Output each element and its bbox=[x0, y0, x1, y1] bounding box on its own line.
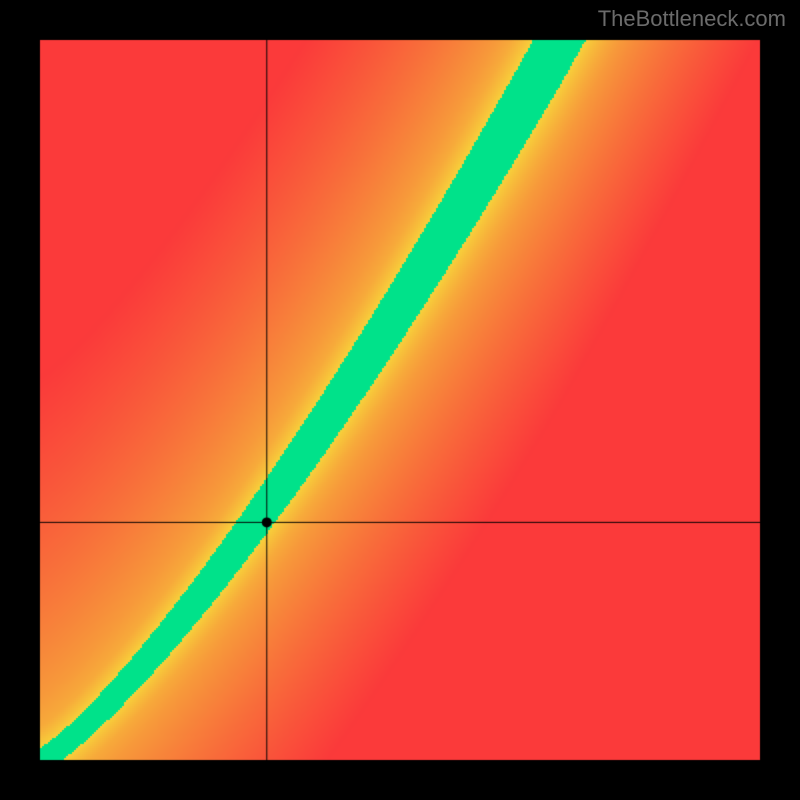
chart-stage: TheBottleneck.com bbox=[0, 0, 800, 800]
bottleneck-heatmap bbox=[0, 0, 800, 800]
watermark-label: TheBottleneck.com bbox=[598, 6, 786, 32]
heatmap-container bbox=[0, 0, 800, 800]
